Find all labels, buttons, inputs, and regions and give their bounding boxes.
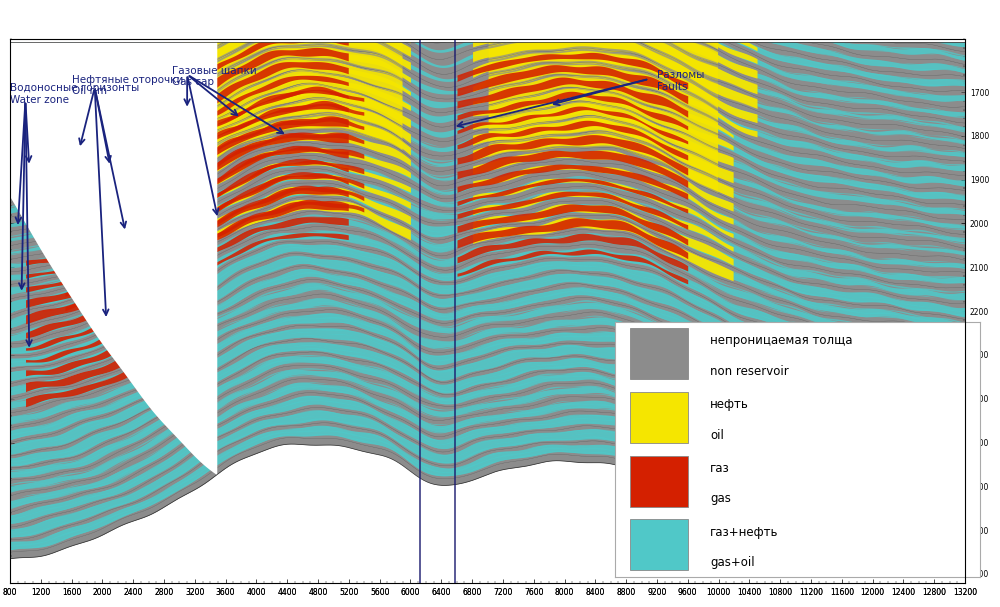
Text: Газовые шапки
Gas cap: Газовые шапки Gas cap	[172, 66, 256, 87]
Bar	[630, 455, 688, 506]
Bar	[630, 328, 688, 379]
Text: oil: oil	[710, 429, 724, 442]
Text: Разломы
Faults: Разломы Faults	[657, 70, 704, 92]
Text: gas: gas	[710, 492, 731, 506]
Text: газ+нефть: газ+нефть	[710, 526, 778, 538]
Text: Водоносные горизонты
Water zone: Водоносные горизонты Water zone	[10, 83, 139, 105]
Text: Нефтяные оторочки
Oil rim: Нефтяные оторочки Oil rim	[72, 75, 183, 96]
Text: непроницаемая толща: непроницаемая толща	[710, 334, 852, 347]
Text: non reservoir: non reservoir	[710, 365, 789, 378]
Bar	[630, 520, 688, 571]
Text: газ: газ	[710, 462, 730, 475]
Text: нефть: нефть	[710, 398, 749, 411]
Text: gas+oil: gas+oil	[710, 556, 755, 569]
Bar	[630, 392, 688, 443]
